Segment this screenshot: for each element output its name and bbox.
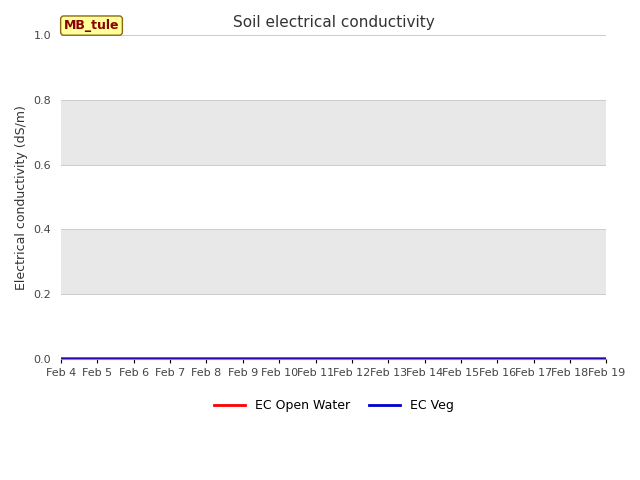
Bar: [61, 165, 606, 229]
Text: MB_tule: MB_tule: [64, 19, 119, 32]
Title: Soil electrical conductivity: Soil electrical conductivity: [233, 15, 435, 30]
Y-axis label: Electrical conductivity (dS/m): Electrical conductivity (dS/m): [15, 105, 28, 289]
Bar: [61, 294, 606, 359]
Bar: [61, 229, 606, 294]
Legend: EC Open Water, EC Veg: EC Open Water, EC Veg: [209, 395, 459, 418]
Bar: [61, 100, 606, 165]
Bar: [61, 36, 606, 100]
